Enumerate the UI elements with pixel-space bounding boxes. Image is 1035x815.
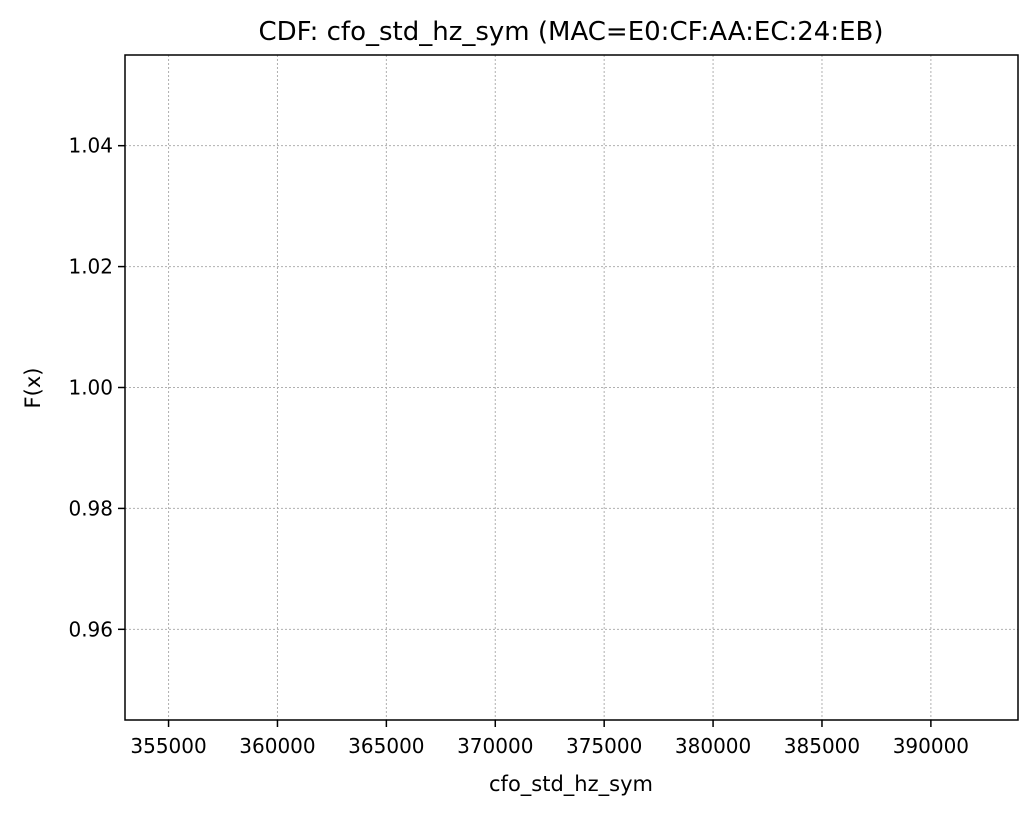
x-tick-label: 390000 <box>893 734 969 758</box>
y-axis-ticks: 0.96 0.98 1.00 1.02 1.04 <box>68 134 125 641</box>
x-tick-label: 380000 <box>675 734 751 758</box>
y-tick-label: 1.00 <box>68 376 113 400</box>
x-axis-ticks: 355000 360000 365000 370000 375000 380000 3850… <box>130 720 969 758</box>
x-tick-label: 375000 <box>566 734 642 758</box>
y-tick-label: 1.02 <box>68 255 113 279</box>
y-tick-label: 1.04 <box>68 134 113 158</box>
y-axis-label: F(x) <box>21 368 45 409</box>
x-tick-label: 385000 <box>784 734 860 758</box>
x-tick-label: 370000 <box>457 734 533 758</box>
x-tick-label: 365000 <box>348 734 424 758</box>
x-tick-label: 355000 <box>130 734 206 758</box>
y-tick-label: 0.98 <box>68 496 113 520</box>
grid-layer <box>125 55 1018 720</box>
x-tick-label: 360000 <box>239 734 315 758</box>
x-axis-label: cfo_std_hz_sym <box>489 772 653 797</box>
chart-title: CDF: cfo_std_hz_sym (MAC=E0:CF:AA:EC:24:… <box>258 17 883 47</box>
y-tick-label: 0.96 <box>68 617 113 641</box>
